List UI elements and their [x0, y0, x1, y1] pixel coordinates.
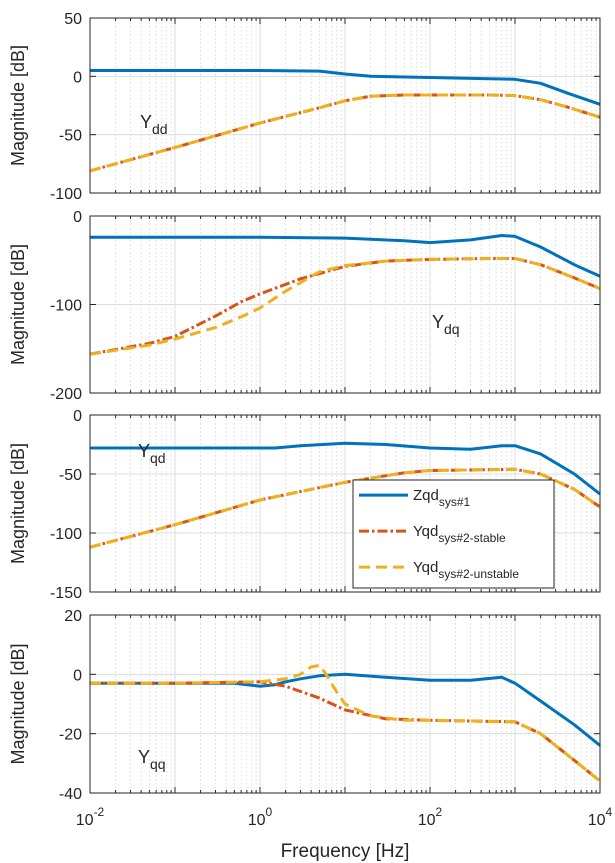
y-axis-label: Magnitude [dB]: [8, 244, 28, 365]
y-tick-label: 0: [73, 408, 82, 425]
x-tick-label: 100: [248, 805, 273, 829]
y-tick-label: -40: [59, 786, 82, 803]
series-lines: [89, 234, 601, 356]
y-tick-label: -100: [50, 298, 82, 315]
y-tick-label: -50: [59, 467, 82, 484]
y-tick-label: -150: [50, 585, 82, 602]
y-tick-label: 20: [64, 608, 82, 625]
panel-1: 50 0 -50 -100 Magnitude [dB] Ydd: [8, 11, 601, 203]
series-line-unstable: [89, 93, 601, 173]
series-line-zqd: [90, 441, 601, 496]
y-axis-label: Magnitude [dB]: [8, 443, 28, 564]
y-axis-label: Magnitude [dB]: [8, 45, 28, 166]
series-line-zqd: [90, 234, 601, 278]
panel-annotation: Yqq: [138, 747, 166, 772]
series-line-unstable: [90, 663, 601, 783]
x-axis-label: Frequency [Hz]: [281, 841, 410, 862]
series-line-unstable: [89, 257, 601, 356]
y-tick-label: 50: [64, 11, 82, 28]
series-line-unstable: [89, 467, 601, 549]
x-tick-label: 102: [418, 805, 443, 829]
y-tick-label: -100: [50, 186, 82, 203]
panel-annotation: Yqd: [138, 441, 166, 466]
y-tick-label: -200: [50, 386, 82, 403]
panel-4: 20 0 -20 -40 Magnitude [dB] Yqq 10-2 100 102 104 F…: [8, 608, 613, 862]
y-tick-label: 0: [73, 209, 82, 226]
y-tick-label: 0: [73, 667, 82, 684]
panel-annotation: Ydd: [140, 112, 168, 137]
panel-3: 0 -50 -100 -150 Magnitude [dB] Yqd Zqdsys#1 Yqd…: [8, 408, 601, 602]
y-axis-label: Magnitude [dB]: [8, 643, 28, 764]
grid: [89, 614, 600, 794]
series-lines: [89, 69, 601, 173]
legend: Zqdsys#1 Yqdsys#2-stable Yqdsys#2-unstable: [352, 479, 555, 589]
panel-annotation: Ydq: [432, 312, 460, 337]
y-tick-label: -50: [59, 128, 82, 145]
y-tick-label: -20: [59, 727, 82, 744]
series-lines: [90, 663, 601, 783]
series-lines: [89, 441, 601, 549]
series-line-zqd: [90, 69, 601, 106]
legend-entry-zqd: Zqdsys#1: [413, 487, 471, 509]
x-tick-label: 10-2: [76, 805, 105, 829]
x-tick-label: 104: [588, 805, 613, 829]
panel-2: 0 -100 -200 Magnitude [dB] Ydq: [8, 209, 601, 403]
series-line-stable: [89, 467, 601, 549]
series-line-zqd: [90, 672, 601, 747]
y-tick-label: -100: [50, 526, 82, 543]
y-tick-label: 0: [73, 69, 82, 86]
legend-entry-stable: Yqdsys#2-stable: [413, 523, 506, 545]
legend-entry-unstable: Yqdsys#2-unstable: [413, 559, 519, 581]
